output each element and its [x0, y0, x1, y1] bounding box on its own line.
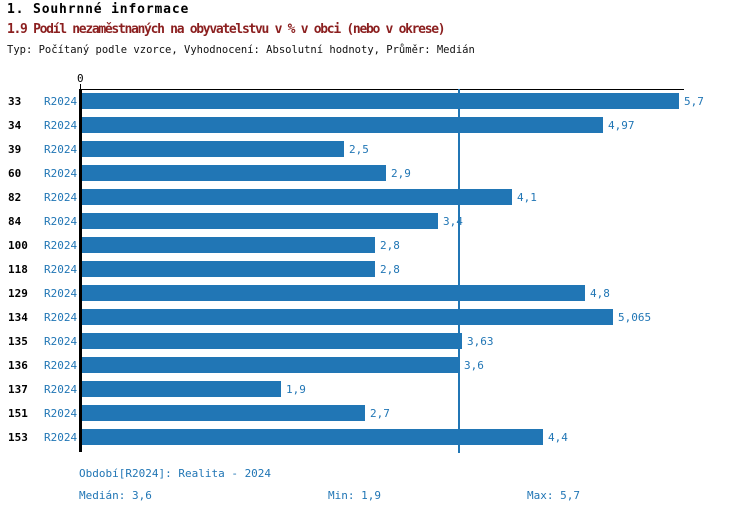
bar-value-label: 3,4: [443, 215, 463, 228]
row-category-label: 135: [8, 335, 28, 348]
bar-value-label: 2,5: [349, 143, 369, 156]
row-category-label: 33: [8, 95, 22, 108]
bar: [82, 405, 365, 421]
bar: [82, 237, 375, 253]
bar-value-label: 4,8: [590, 287, 610, 300]
bar: [82, 285, 585, 301]
bar-value-label: 3,6: [464, 359, 484, 372]
row-category-label: 34: [8, 119, 22, 132]
bar-value-label: 4,97: [608, 119, 635, 132]
bar: [82, 93, 679, 109]
x-axis-zero-label: 0: [77, 72, 84, 85]
bar-value-label: 3,63: [467, 335, 494, 348]
bar: [82, 309, 613, 325]
footer-max-label: Max: 5,7: [527, 489, 580, 502]
bar-value-label: 2,8: [380, 239, 400, 252]
row-category-label: 137: [8, 383, 28, 396]
row-category-label: 82: [8, 191, 22, 204]
bar: [82, 261, 375, 277]
bar-value-label: 2,9: [391, 167, 411, 180]
section-title: 1.9 Podíl nezaměstnaných na obyvatelstvu…: [7, 22, 446, 37]
row-series-label: R2024: [44, 263, 78, 276]
row-series-label: R2024: [44, 335, 78, 348]
row-series-label: R2024: [44, 167, 78, 180]
bar-value-label: 2,7: [370, 407, 390, 420]
median-line: [458, 89, 460, 453]
row-category-label: 134: [8, 311, 28, 324]
bar-value-label: 4,1: [517, 191, 537, 204]
row-series-label: R2024: [44, 95, 78, 108]
y-axis-line: [79, 89, 82, 452]
row-series-label: R2024: [44, 239, 78, 252]
bar: [82, 333, 462, 349]
row-category-label: 151: [8, 407, 28, 420]
bar: [82, 429, 543, 445]
x-axis-tick: [80, 84, 81, 89]
row-series-label: R2024: [44, 311, 78, 324]
footer-period-label: Období[R2024]: Realita - 2024: [79, 467, 272, 480]
footer-median-label: Medián: 3,6: [79, 489, 152, 502]
bar: [82, 189, 512, 205]
bar-value-label: 2,8: [380, 263, 400, 276]
row-series-label: R2024: [44, 359, 78, 372]
row-category-label: 136: [8, 359, 28, 372]
row-series-label: R2024: [44, 215, 78, 228]
row-series-label: R2024: [44, 383, 78, 396]
page-title: 1. Souhrnné informace: [7, 2, 190, 17]
row-category-label: 39: [8, 143, 22, 156]
row-category-label: 118: [8, 263, 28, 276]
row-series-label: R2024: [44, 431, 78, 444]
bar: [82, 381, 281, 397]
bar-value-label: 5,065: [618, 311, 652, 324]
footer-min-label: Min: 1,9: [328, 489, 381, 502]
row-category-label: 129: [8, 287, 28, 300]
bar: [82, 141, 344, 157]
bar: [82, 213, 438, 229]
bar-value-label: 4,4: [548, 431, 568, 444]
x-axis-line: [79, 89, 684, 90]
row-series-label: R2024: [44, 119, 78, 132]
bar-value-label: 1,9: [286, 383, 306, 396]
row-series-label: R2024: [44, 143, 78, 156]
row-category-label: 60: [8, 167, 22, 180]
chart-meta-line: Typ: Počítaný podle vzorce, Vyhodnocení:…: [7, 44, 475, 56]
row-series-label: R2024: [44, 407, 78, 420]
bar: [82, 165, 386, 181]
bar: [82, 357, 459, 373]
bar-value-label: 5,7: [684, 95, 704, 108]
row-category-label: 100: [8, 239, 28, 252]
bar: [82, 117, 603, 133]
row-category-label: 153: [8, 431, 28, 444]
row-series-label: R2024: [44, 287, 78, 300]
row-series-label: R2024: [44, 191, 78, 204]
row-category-label: 84: [8, 215, 22, 228]
